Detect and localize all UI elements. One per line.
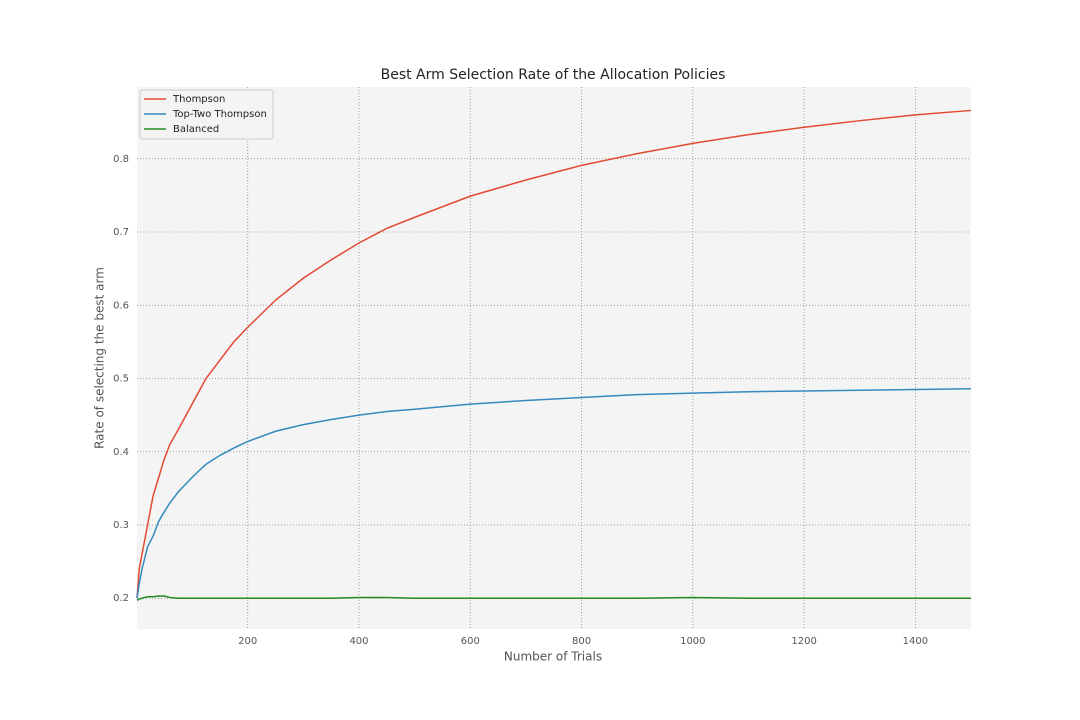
- x-tick-label: 400: [349, 636, 368, 647]
- series-line: [136, 595, 971, 602]
- legend-box: [139, 89, 274, 140]
- y-tick-label: 0.6: [113, 300, 129, 311]
- legend-label: Thompson: [172, 94, 225, 105]
- x-tick-label: 1400: [903, 636, 928, 647]
- x-tick-label: 1000: [680, 636, 705, 647]
- y-tick-label: 0.8: [113, 154, 129, 165]
- chart-title: Best Arm Selection Rate of the Allocatio…: [381, 67, 726, 83]
- plot-area: [137, 87, 971, 629]
- y-tick-label: 0.5: [113, 374, 129, 385]
- y-axis-label: Rate of selecting the best arm: [93, 267, 107, 449]
- legend-label: Balanced: [173, 124, 219, 135]
- series-line: [136, 109, 972, 599]
- y-tick-label: 0.7: [113, 227, 129, 238]
- legend-label: Top-Two Thompson: [172, 109, 267, 120]
- series-line: [136, 388, 972, 599]
- x-axis-label: Number of Trials: [504, 650, 602, 664]
- x-tick-label: 1200: [791, 636, 816, 647]
- x-tick-label: 600: [461, 636, 480, 647]
- y-tick-label: 0.2: [113, 593, 129, 604]
- x-tick-label: 800: [572, 636, 591, 647]
- y-tick-label: 0.4: [113, 447, 129, 458]
- y-tick-label: 0.3: [113, 520, 129, 531]
- x-tick-label: 200: [238, 636, 257, 647]
